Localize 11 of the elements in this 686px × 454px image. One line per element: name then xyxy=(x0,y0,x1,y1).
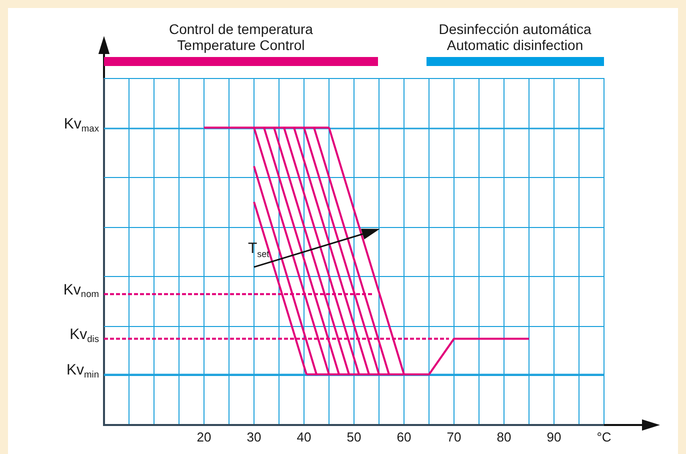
x-tick-label: 80 xyxy=(496,430,512,445)
x-tick-label: 70 xyxy=(446,430,462,445)
x-tick-label: 30 xyxy=(246,430,262,445)
x-tick-label: 60 xyxy=(396,430,412,445)
x-tick-label: 90 xyxy=(546,430,562,445)
text: Control de temperatura Temperature Control xyxy=(169,21,313,53)
x-tick-label: °C xyxy=(596,430,612,445)
text: Desinfección automática Automatic disinfection xyxy=(438,21,592,53)
x-tick-label: 40 xyxy=(296,430,312,445)
x-tick-label: 50 xyxy=(346,430,362,445)
x-tick-label: 20 xyxy=(196,430,212,445)
